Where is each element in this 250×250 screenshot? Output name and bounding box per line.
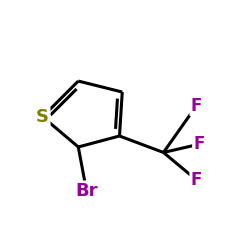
Text: F: F (194, 135, 205, 153)
Text: Br: Br (75, 182, 98, 200)
Text: F: F (191, 97, 202, 115)
Text: S: S (36, 108, 49, 126)
Text: F: F (191, 171, 202, 189)
